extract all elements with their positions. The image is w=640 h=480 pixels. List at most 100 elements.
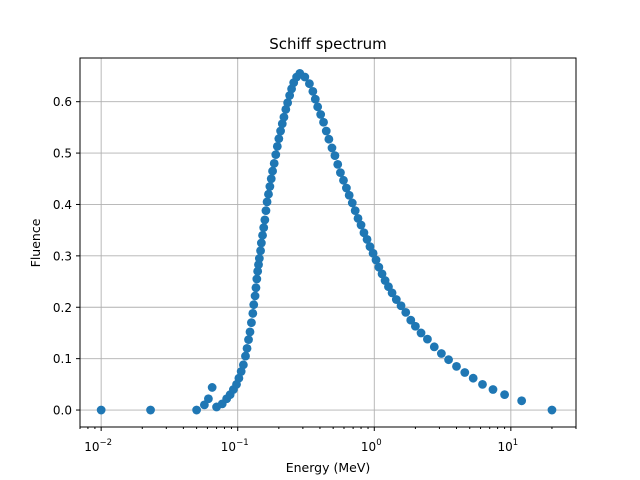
- x-tick-exponent: 1: [513, 438, 518, 448]
- data-point: [350, 206, 360, 216]
- data-point: [204, 394, 213, 404]
- plot-frame: [79, 57, 577, 428]
- x-tick-exponent: −1: [236, 438, 249, 448]
- data-point: [245, 327, 255, 337]
- data-point: [310, 94, 320, 104]
- data-point: [488, 385, 498, 394]
- data-point: [96, 405, 106, 415]
- data-point: [276, 126, 285, 136]
- data-point: [261, 206, 271, 216]
- x-axis: 10−2 10−1 100 101: [79, 427, 577, 454]
- data-point: [271, 150, 281, 160]
- x-axis-label: Energy (MeV): [286, 460, 371, 475]
- data-point: [259, 223, 269, 232]
- x-tick-base: 10: [497, 440, 512, 454]
- data-point: [279, 112, 289, 122]
- data-point: [272, 141, 282, 151]
- data-point: [285, 91, 295, 100]
- data-point: [234, 373, 244, 383]
- data-point: [281, 104, 291, 114]
- x-tick-label: 101: [497, 438, 518, 454]
- y-tick-label: 0.0: [53, 404, 72, 418]
- data-point: [342, 183, 351, 193]
- data-point: [305, 79, 314, 89]
- data-point: [256, 246, 265, 256]
- data-point: [387, 288, 397, 298]
- data-point: [436, 349, 446, 358]
- data-point: [268, 166, 277, 176]
- data-point: [265, 182, 275, 191]
- data-point: [368, 248, 378, 258]
- data-point: [241, 351, 250, 361]
- data-point: [452, 361, 461, 371]
- data-point: [308, 87, 318, 96]
- data-point: [517, 396, 527, 406]
- y-tick-label: 0.1: [53, 352, 72, 366]
- data-point: [192, 405, 202, 415]
- data-points: [96, 69, 557, 415]
- x-tick-base: 10: [221, 440, 236, 454]
- y-axis: 0.0 0.1 0.2 0.3 0.4 0.5 0.6: [53, 95, 80, 418]
- data-point: [207, 383, 217, 392]
- data-point: [274, 134, 284, 144]
- data-point: [253, 266, 263, 276]
- data-point: [262, 197, 272, 207]
- x-tick-base: 10: [361, 440, 376, 454]
- data-point: [347, 198, 357, 208]
- data-point: [242, 343, 252, 353]
- data-point: [244, 335, 253, 345]
- y-axis-label: Fluence: [28, 218, 43, 267]
- data-point: [260, 215, 270, 225]
- y-tick-label: 0.5: [53, 147, 72, 161]
- data-point: [500, 390, 509, 400]
- data-point: [410, 321, 420, 331]
- data-point: [254, 254, 264, 263]
- x-tick-exponent: −2: [100, 438, 113, 448]
- data-point: [429, 342, 439, 352]
- data-point: [391, 295, 401, 304]
- data-point: [377, 269, 387, 279]
- data-point: [248, 309, 258, 318]
- data-point: [406, 315, 416, 325]
- data-point: [247, 318, 256, 328]
- data-point: [258, 230, 267, 240]
- x-tick-label: 100: [361, 438, 382, 454]
- data-point: [251, 283, 261, 293]
- data-point: [321, 126, 331, 136]
- data-point: [313, 102, 323, 112]
- data-point: [249, 300, 259, 310]
- data-point: [356, 220, 366, 230]
- data-point: [316, 110, 326, 119]
- y-tick-label: 0.2: [53, 301, 72, 315]
- data-point: [264, 189, 273, 199]
- data-point: [460, 368, 470, 377]
- data-point: [401, 307, 411, 317]
- grid: [80, 58, 576, 427]
- data-point: [416, 328, 426, 338]
- data-point: [236, 367, 246, 376]
- data-point: [336, 168, 345, 178]
- data-point: [266, 174, 276, 184]
- data-point: [238, 360, 248, 370]
- data-point: [277, 119, 287, 129]
- data-point: [374, 262, 384, 272]
- x-tick-label: 10−2: [84, 438, 112, 454]
- data-point: [478, 379, 487, 389]
- data-point: [359, 228, 369, 238]
- data-point: [423, 334, 432, 344]
- data-point: [146, 405, 155, 415]
- data-point: [365, 242, 375, 252]
- data-point: [444, 355, 453, 365]
- data-point: [396, 301, 406, 311]
- y-tick-label: 0.4: [53, 198, 72, 212]
- data-point: [468, 373, 478, 383]
- x-tick-label: 10−1: [221, 438, 249, 454]
- data-point: [330, 151, 340, 161]
- data-point: [300, 72, 310, 82]
- data-point: [333, 159, 343, 169]
- data-point: [353, 213, 363, 223]
- x-tick-exponent: 0: [376, 438, 381, 448]
- chart-title: Schiff spectrum: [269, 35, 387, 53]
- data-point: [252, 274, 262, 284]
